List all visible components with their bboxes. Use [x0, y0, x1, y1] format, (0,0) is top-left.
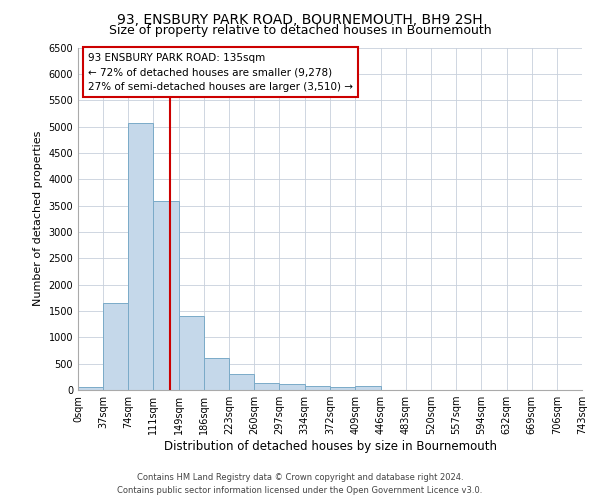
Bar — [128, 124, 153, 390]
Text: 93 ENSBURY PARK ROAD: 135sqm
← 72% of detached houses are smaller (9,278)
27% of: 93 ENSBURY PARK ROAD: 135sqm ← 72% of de… — [88, 52, 353, 92]
Bar — [280, 384, 305, 390]
Bar — [103, 303, 128, 390]
Bar — [229, 374, 254, 390]
Bar — [254, 382, 280, 390]
Text: 93, ENSBURY PARK ROAD, BOURNEMOUTH, BH9 2SH: 93, ENSBURY PARK ROAD, BOURNEMOUTH, BH9 … — [117, 12, 483, 26]
Bar — [204, 358, 229, 390]
Text: Size of property relative to detached houses in Bournemouth: Size of property relative to detached ho… — [109, 24, 491, 37]
Bar — [331, 388, 355, 390]
Y-axis label: Number of detached properties: Number of detached properties — [33, 131, 43, 306]
X-axis label: Distribution of detached houses by size in Bournemouth: Distribution of detached houses by size … — [163, 440, 497, 453]
Bar — [78, 386, 103, 390]
Text: Contains HM Land Registry data © Crown copyright and database right 2024.
Contai: Contains HM Land Registry data © Crown c… — [118, 474, 482, 495]
Bar — [153, 201, 179, 390]
Bar — [179, 316, 204, 390]
Bar — [305, 386, 331, 390]
Bar — [355, 386, 380, 390]
